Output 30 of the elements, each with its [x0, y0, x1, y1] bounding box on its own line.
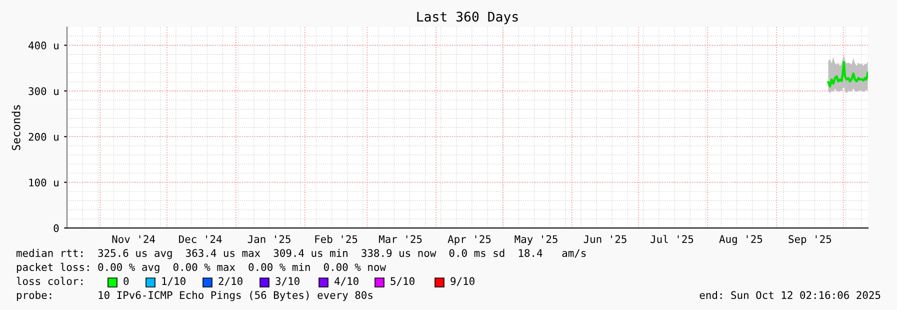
- y-tick-label: 400 u: [28, 42, 58, 50]
- text: 2/10: [218, 277, 242, 286]
- y-tick-label: 300 u: [28, 87, 58, 96]
- text: 0: [124, 277, 129, 286]
- text: 9/10: [450, 277, 474, 286]
- y-axis-title: Seconds: [12, 105, 20, 150]
- y-tick-label: 200 u: [28, 132, 58, 141]
- x-tick-label: Dec '24: [179, 235, 222, 244]
- text: probe: 10 IPv6-ICMP Echo Pings (56 Bytes) every 80s: [16, 290, 372, 302]
- y-tick-label: 100 u: [29, 178, 58, 186]
- y-tick-label: 0: [54, 224, 59, 232]
- x-tick-label: Apr '25: [448, 235, 491, 246]
- chart-title: Last 360 Days: [417, 12, 518, 24]
- text: median rtt: 325.6 us avg 363.4 us max 309.4 us min 338.9 us now 0.0 ms sd 18.4 am/s: [16, 248, 586, 260]
- x-tick-label: Aug '25: [719, 235, 762, 246]
- x-tick-label: May '25: [514, 235, 558, 246]
- text: packet loss: 0.00 % avg 0.00 % max 0.00 % min 0.00 % now: [16, 262, 386, 274]
- text: 3/10: [276, 277, 300, 286]
- x-tick-label: Nov '24: [112, 235, 155, 244]
- text: 5/10: [390, 277, 414, 286]
- text: 1/10: [162, 277, 186, 286]
- text: loss color:: [16, 276, 82, 286]
- text: end: Sun Oct 12 02:16:06 2025: [700, 290, 880, 300]
- x-tick-label: Jun '25: [584, 235, 626, 244]
- x-tick-label: Sep '25: [788, 235, 832, 246]
- x-tick-label: Jul '25: [650, 234, 694, 244]
- text: 4/10: [334, 277, 358, 286]
- x-tick-label: Feb '25: [315, 235, 358, 244]
- x-tick-label: Mar '25: [379, 235, 422, 244]
- x-tick-label: Jan '25: [248, 235, 290, 244]
